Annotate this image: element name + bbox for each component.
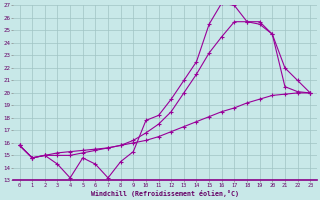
X-axis label: Windchill (Refroidissement éolien,°C): Windchill (Refroidissement éolien,°C)	[91, 190, 239, 197]
